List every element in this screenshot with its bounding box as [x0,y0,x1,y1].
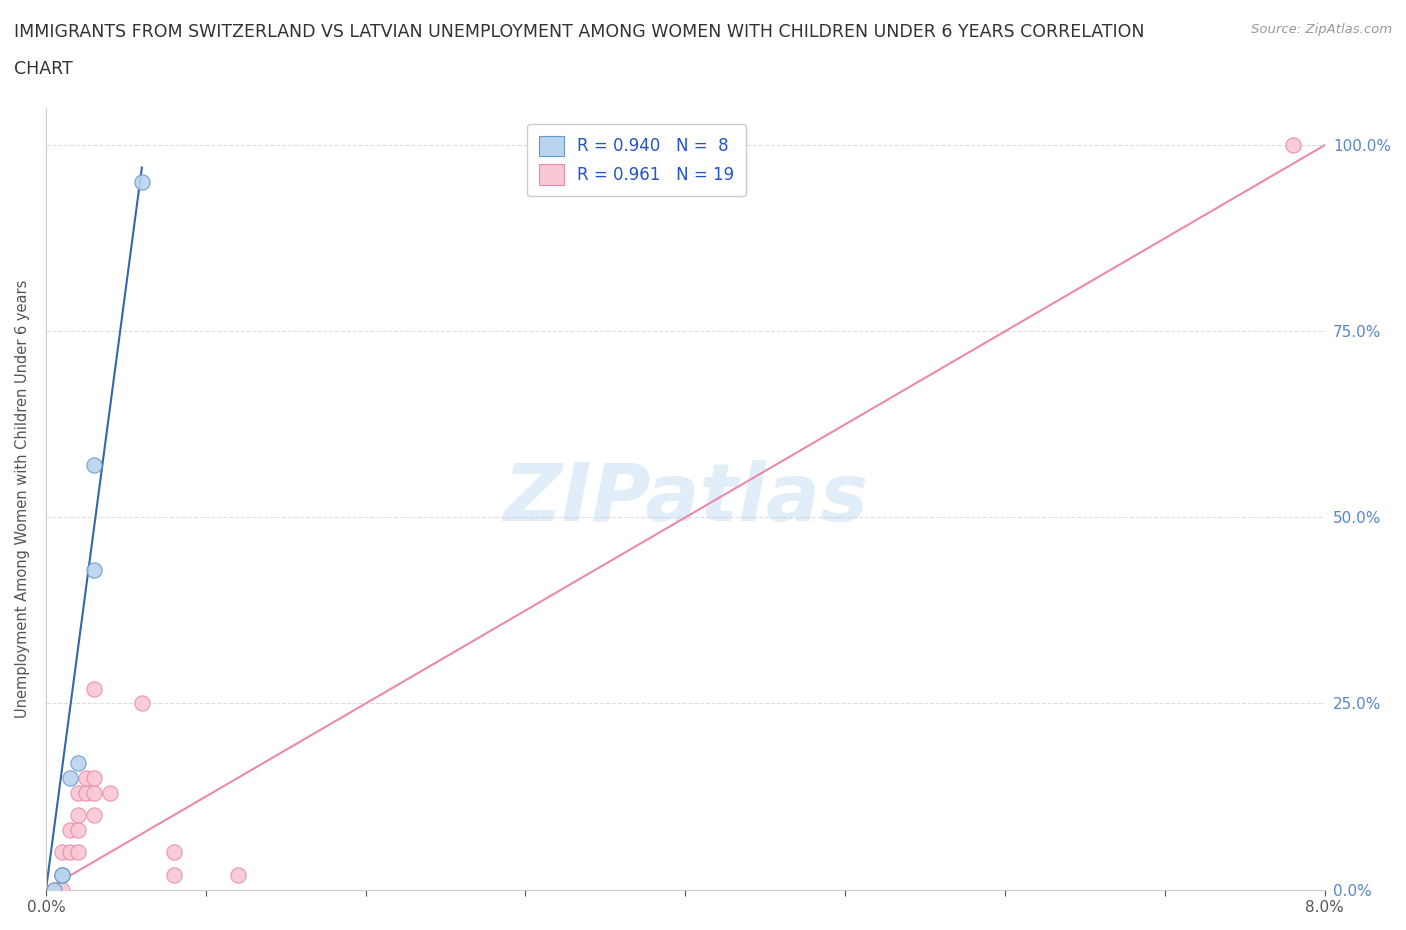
Point [83,808,105,823]
Point [226,868,249,883]
Point [83,681,105,696]
Point [66,808,89,823]
Point [163,845,186,860]
Text: ZIPatlas: ZIPatlas [503,459,868,538]
Point [66,785,89,800]
Y-axis label: Unemployment Among Women with Children Under 6 years: Unemployment Among Women with Children U… [15,280,30,718]
Point [51,868,73,883]
Point [59,823,82,838]
Text: Source: ZipAtlas.com: Source: ZipAtlas.com [1251,23,1392,36]
Point [83,562,105,577]
Point [1281,138,1303,153]
Point [51,883,73,897]
Point [59,770,82,785]
Point [66,755,89,770]
Legend: R = 0.940   N =  8, R = 0.961   N = 19: R = 0.940 N = 8, R = 0.961 N = 19 [527,124,747,196]
Point [98,785,121,800]
Point [83,785,105,800]
Point [51,868,73,883]
Point [163,868,186,883]
Point [131,696,153,711]
Point [66,823,89,838]
Point [42,883,65,897]
Point [42,883,65,897]
Text: IMMIGRANTS FROM SWITZERLAND VS LATVIAN UNEMPLOYMENT AMONG WOMEN WITH CHILDREN UN: IMMIGRANTS FROM SWITZERLAND VS LATVIAN U… [14,23,1144,41]
Point [83,458,105,472]
Text: CHART: CHART [14,60,73,78]
Point [51,868,73,883]
Point [131,175,153,190]
Point [83,770,105,785]
Point [75,785,97,800]
Point [75,770,97,785]
Point [59,845,82,860]
Point [66,845,89,860]
Point [51,845,73,860]
